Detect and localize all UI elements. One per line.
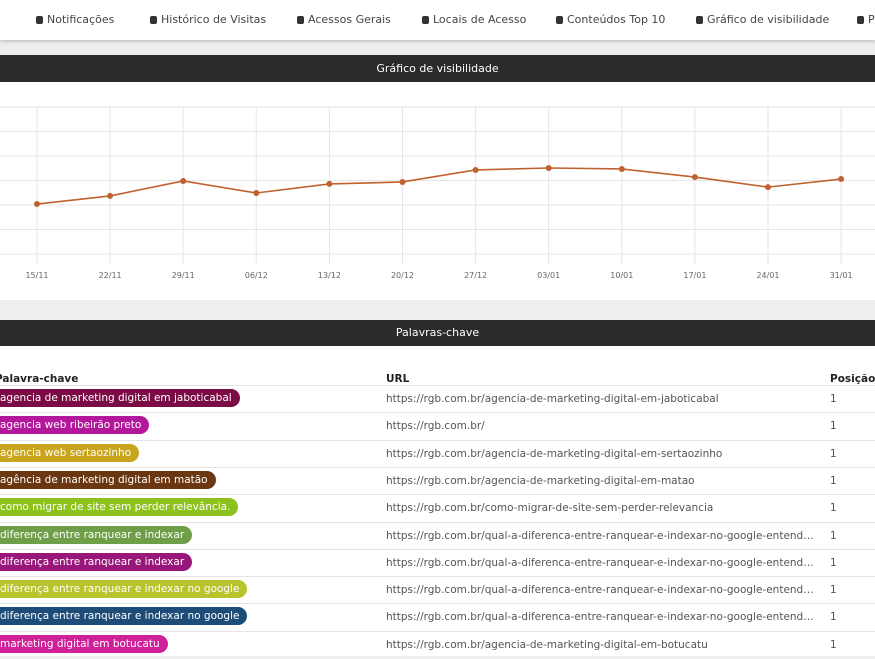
keyword-tag: diferença entre ranquear e indexar no go… <box>0 580 248 599</box>
column-header: Palavra-chave <box>0 373 79 385</box>
cell: 1 <box>830 393 837 405</box>
keyword-tag: agencia de marketing digital em jabotica… <box>0 389 240 407</box>
data-point <box>107 192 114 199</box>
keyword-tag: marketing digital em botucatu <box>0 634 168 653</box>
table-row: agencia web ribeirão preto https://rgb.co… <box>0 412 875 440</box>
table-row: diferença entre ranquear e indexar https:… <box>0 548 875 577</box>
data-point <box>618 165 625 172</box>
chart: 15/11 22/11 29/11 06/12 13/12 20/12 27/12 03/01… <box>0 106 875 280</box>
data-point <box>326 180 333 187</box>
table-row: agência de marketing digital em matão htt… <box>0 466 875 495</box>
table-row: marketing digital em botucatu https://rgb… <box>0 630 875 659</box>
line-series <box>36 167 842 205</box>
x-tick-label: 17/01 <box>683 271 706 280</box>
cell: 1 <box>830 556 837 569</box>
keyword-tag: agência de marketing digital em matão <box>0 470 216 489</box>
chart-panel: 15/11 22/11 29/11 06/12 13/12 20/12 27/12 03/01… <box>0 82 875 300</box>
data-point <box>180 177 187 184</box>
x-tick-label: 20/12 <box>391 271 414 280</box>
cell: https://rgb.com.br/agencia-de-marketing-… <box>386 393 719 405</box>
nav-item[interactable]: Acessos Gerais <box>297 13 391 26</box>
section-header: Palavras-chave <box>0 320 875 346</box>
table-row: diferença entre ranquear e indexar https:… <box>0 521 875 550</box>
nav-item[interactable]: Notificações <box>36 13 114 26</box>
cell: https://rgb.com.br/agencia-de-marketing-… <box>386 638 708 651</box>
data-point <box>253 189 260 196</box>
x-tick-label: 31/01 <box>830 271 853 280</box>
x-tick-label: 27/12 <box>464 271 487 280</box>
x-tick-label: 24/01 <box>756 271 779 280</box>
keyword-tag: agencia web sertaozinho <box>0 443 140 462</box>
table-row: agencia de marketing digital em jabotica… <box>0 385 875 413</box>
keyword-tag: agencia web ribeirão preto <box>0 416 150 435</box>
table-row: agencia web sertaozinho https://rgb.com.b… <box>0 439 875 468</box>
column-header: Posição <box>830 373 875 385</box>
nav-item[interactable]: P <box>857 13 875 26</box>
cell: https://rgb.com.br/qual-a-diferenca-entr… <box>386 529 814 542</box>
cell: https://rgb.com.br/como-migrar-de-site-s… <box>386 502 714 515</box>
keyword-tag: como migrar de site sem perder relevânci… <box>0 498 239 517</box>
cell: https://rgb.com.br/ <box>386 420 485 433</box>
keyword-table: Palavra-chave URL Posição agencia de market… <box>0 346 875 656</box>
keyword-tag: diferença entre ranquear e indexar <box>0 552 193 571</box>
cell: https://rgb.com.br/qual-a-diferenca-entr… <box>386 611 814 624</box>
x-tick-label: 22/11 <box>99 271 122 280</box>
cell: 1 <box>830 584 837 597</box>
data-point <box>34 201 40 208</box>
keyword-tag: diferença entre ranquear e indexar no go… <box>0 607 248 626</box>
cell: 1 <box>830 638 837 651</box>
nav-item[interactable]: Locais de Acesso <box>422 13 526 26</box>
cell: 1 <box>830 474 837 487</box>
cell: 1 <box>830 529 837 542</box>
cell: https://rgb.com.br/agencia-de-marketing-… <box>386 447 723 460</box>
section-header: Gráfico de visibilidade <box>0 55 875 82</box>
cell: https://rgb.com.br/agencia-de-marketing-… <box>386 474 695 487</box>
cell: https://rgb.com.br/qual-a-diferenca-entr… <box>386 556 814 569</box>
x-tick-label: 06/12 <box>245 271 268 280</box>
x-tick-label: 10/01 <box>610 271 633 280</box>
data-point <box>545 165 552 172</box>
column-header: URL <box>386 373 410 385</box>
nav-item[interactable]: Gráfico de visibilidade <box>696 13 829 26</box>
table-row: como migrar de site sem perder relevânci… <box>0 494 875 522</box>
nav-item[interactable]: Histórico de Visitas <box>150 13 266 26</box>
data-point <box>691 174 698 181</box>
x-tick-label: 15/11 <box>25 271 48 280</box>
nav-bar: Notificações Histórico de Visitas Acessos … <box>0 0 875 40</box>
x-tick-label: 13/12 <box>318 271 341 280</box>
x-tick-label: 03/01 <box>537 271 560 280</box>
cell: 1 <box>830 420 837 433</box>
data-point <box>399 178 406 185</box>
nav-item[interactable]: Conteúdos Top 10 <box>556 13 665 26</box>
keyword-tag: diferença entre ranquear e indexar <box>0 525 193 544</box>
data-point <box>838 176 845 183</box>
table-row: diferença entre ranquear e indexar no go… <box>0 603 875 631</box>
table-row: diferença entre ranquear e indexar no go… <box>0 576 875 604</box>
cell: 1 <box>830 611 837 624</box>
data-point <box>765 184 771 191</box>
data-point <box>472 166 479 173</box>
cell: https://rgb.com.br/qual-a-diferenca-entr… <box>386 584 814 597</box>
cell: 1 <box>830 502 837 515</box>
x-tick-label: 29/11 <box>172 271 195 280</box>
table-header: Palavra-chave URL Posição <box>0 366 875 393</box>
cell: 1 <box>830 447 837 460</box>
